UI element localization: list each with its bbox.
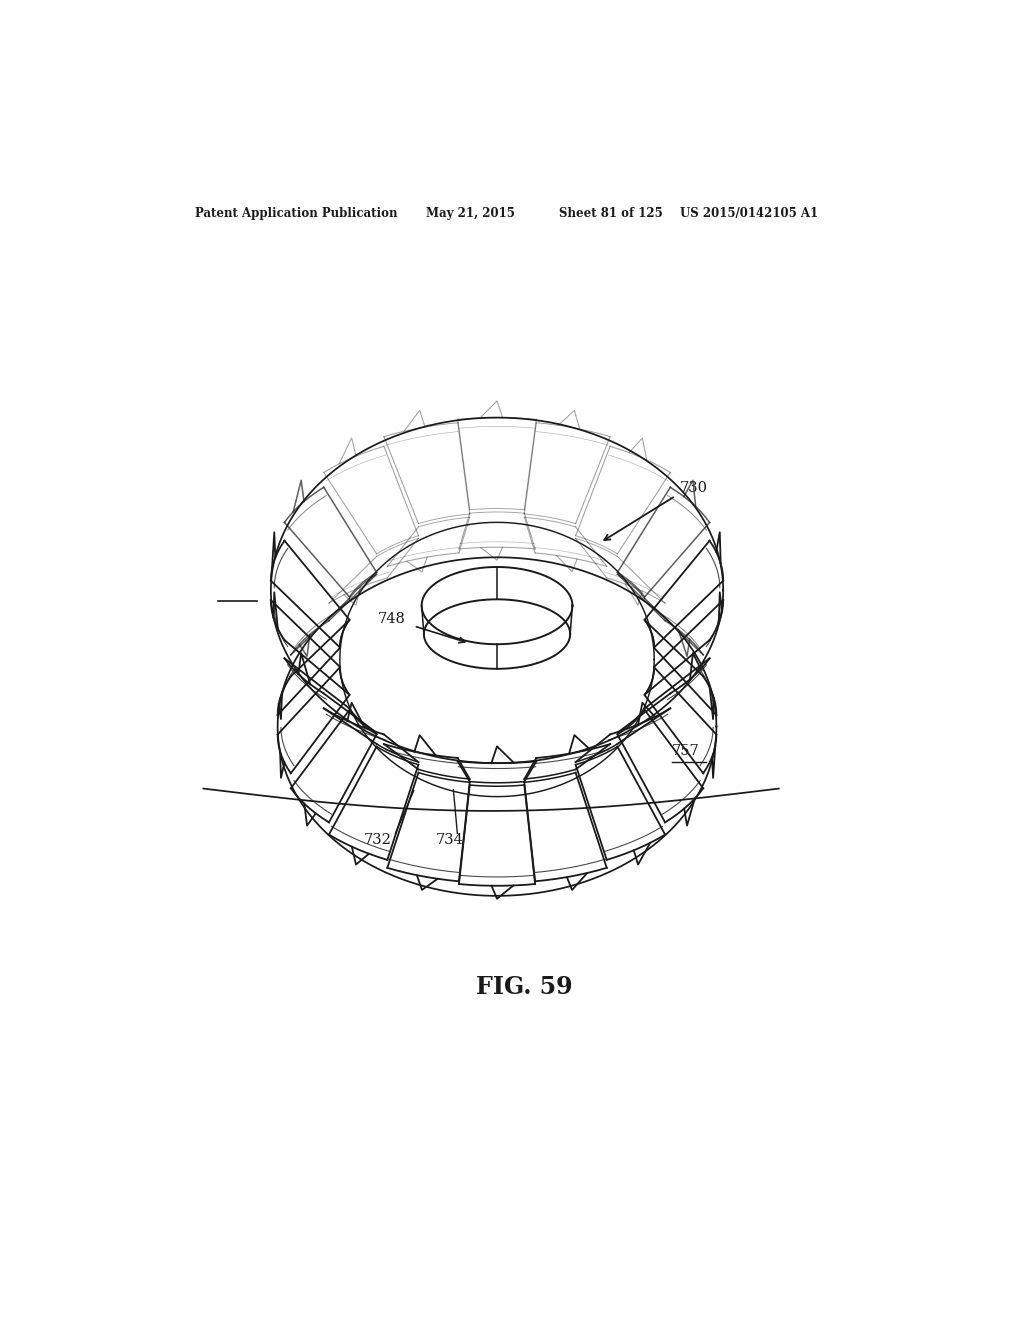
Text: May 21, 2015: May 21, 2015	[426, 207, 514, 220]
Text: Sheet 81 of 125: Sheet 81 of 125	[559, 207, 663, 220]
Text: 757: 757	[672, 744, 699, 758]
Text: Patent Application Publication: Patent Application Publication	[196, 207, 398, 220]
Text: 748: 748	[378, 612, 406, 626]
Text: 730: 730	[680, 480, 708, 495]
Text: 732: 732	[365, 833, 392, 847]
Text: FIG. 59: FIG. 59	[476, 974, 573, 999]
Text: US 2015/0142105 A1: US 2015/0142105 A1	[680, 207, 818, 220]
Text: 734: 734	[435, 833, 463, 847]
